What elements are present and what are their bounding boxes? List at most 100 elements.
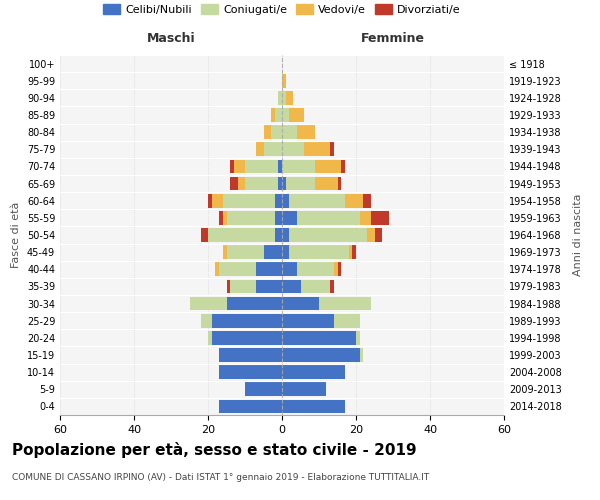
Bar: [212, 194, 223, 207]
Bar: [212, 331, 282, 344]
Bar: [219, 400, 282, 413]
Bar: [219, 348, 282, 362]
Bar: [334, 314, 360, 328]
Text: COMUNE DI CASSANO IRPINO (AV) - Dati ISTAT 1° gennaio 2019 - Elaborazione TUTTIT: COMUNE DI CASSANO IRPINO (AV) - Dati IST…: [12, 472, 429, 482]
Bar: [212, 314, 282, 328]
Bar: [256, 280, 282, 293]
Bar: [245, 382, 282, 396]
Text: Maschi: Maschi: [146, 32, 196, 44]
Bar: [227, 296, 282, 310]
Bar: [282, 160, 316, 173]
Bar: [271, 126, 282, 139]
Bar: [301, 280, 330, 293]
Text: Femmine: Femmine: [361, 32, 425, 44]
Bar: [360, 211, 371, 224]
Bar: [263, 246, 282, 259]
Bar: [289, 194, 345, 207]
Bar: [219, 262, 256, 276]
Bar: [334, 262, 337, 276]
Bar: [282, 91, 286, 104]
Bar: [360, 348, 364, 362]
Y-axis label: Fasce di età: Fasce di età: [11, 202, 21, 268]
Bar: [245, 160, 278, 173]
Bar: [297, 126, 316, 139]
Bar: [289, 108, 304, 122]
Bar: [208, 228, 275, 242]
Bar: [286, 91, 293, 104]
Bar: [238, 176, 245, 190]
Bar: [341, 160, 345, 173]
Bar: [282, 296, 319, 310]
Bar: [230, 176, 238, 190]
Bar: [316, 160, 341, 173]
Bar: [227, 211, 275, 224]
Bar: [282, 228, 289, 242]
Bar: [319, 296, 371, 310]
Bar: [330, 142, 334, 156]
Bar: [219, 366, 282, 379]
Bar: [271, 108, 275, 122]
Bar: [282, 348, 360, 362]
Bar: [282, 74, 286, 88]
Bar: [282, 246, 289, 259]
Bar: [282, 366, 345, 379]
Legend: Celibi/Nubili, Coniugati/e, Vedovi/e, Divorziati/e: Celibi/Nubili, Coniugati/e, Vedovi/e, Di…: [99, 0, 465, 19]
Bar: [275, 228, 282, 242]
Bar: [227, 246, 263, 259]
Bar: [289, 228, 367, 242]
Bar: [316, 176, 337, 190]
Bar: [275, 194, 282, 207]
Bar: [297, 262, 334, 276]
Bar: [345, 194, 364, 207]
Bar: [263, 126, 271, 139]
Bar: [230, 160, 234, 173]
Bar: [256, 142, 263, 156]
Bar: [282, 331, 356, 344]
Bar: [200, 314, 212, 328]
Bar: [278, 176, 282, 190]
Bar: [208, 331, 212, 344]
Bar: [289, 246, 349, 259]
Bar: [282, 262, 297, 276]
Bar: [275, 108, 282, 122]
Bar: [282, 108, 289, 122]
Bar: [304, 142, 330, 156]
Y-axis label: Anni di nascita: Anni di nascita: [573, 194, 583, 276]
Bar: [286, 176, 316, 190]
Text: Popolazione per età, sesso e stato civile - 2019: Popolazione per età, sesso e stato civil…: [12, 442, 416, 458]
Bar: [356, 331, 360, 344]
Bar: [227, 280, 230, 293]
Bar: [367, 228, 374, 242]
Bar: [263, 142, 282, 156]
Bar: [282, 211, 297, 224]
Bar: [282, 400, 345, 413]
Bar: [330, 280, 334, 293]
Bar: [190, 296, 227, 310]
Bar: [223, 194, 275, 207]
Bar: [223, 211, 227, 224]
Bar: [234, 160, 245, 173]
Bar: [297, 211, 360, 224]
Bar: [208, 194, 212, 207]
Bar: [374, 228, 382, 242]
Bar: [278, 160, 282, 173]
Bar: [256, 262, 282, 276]
Bar: [278, 91, 282, 104]
Bar: [282, 382, 326, 396]
Bar: [200, 228, 208, 242]
Bar: [282, 126, 297, 139]
Bar: [219, 211, 223, 224]
Bar: [364, 194, 371, 207]
Bar: [337, 176, 341, 190]
Bar: [282, 176, 286, 190]
Bar: [215, 262, 219, 276]
Bar: [337, 262, 341, 276]
Bar: [282, 194, 289, 207]
Bar: [282, 314, 334, 328]
Bar: [349, 246, 352, 259]
Bar: [282, 142, 304, 156]
Bar: [230, 280, 256, 293]
Bar: [352, 246, 356, 259]
Bar: [371, 211, 389, 224]
Bar: [275, 211, 282, 224]
